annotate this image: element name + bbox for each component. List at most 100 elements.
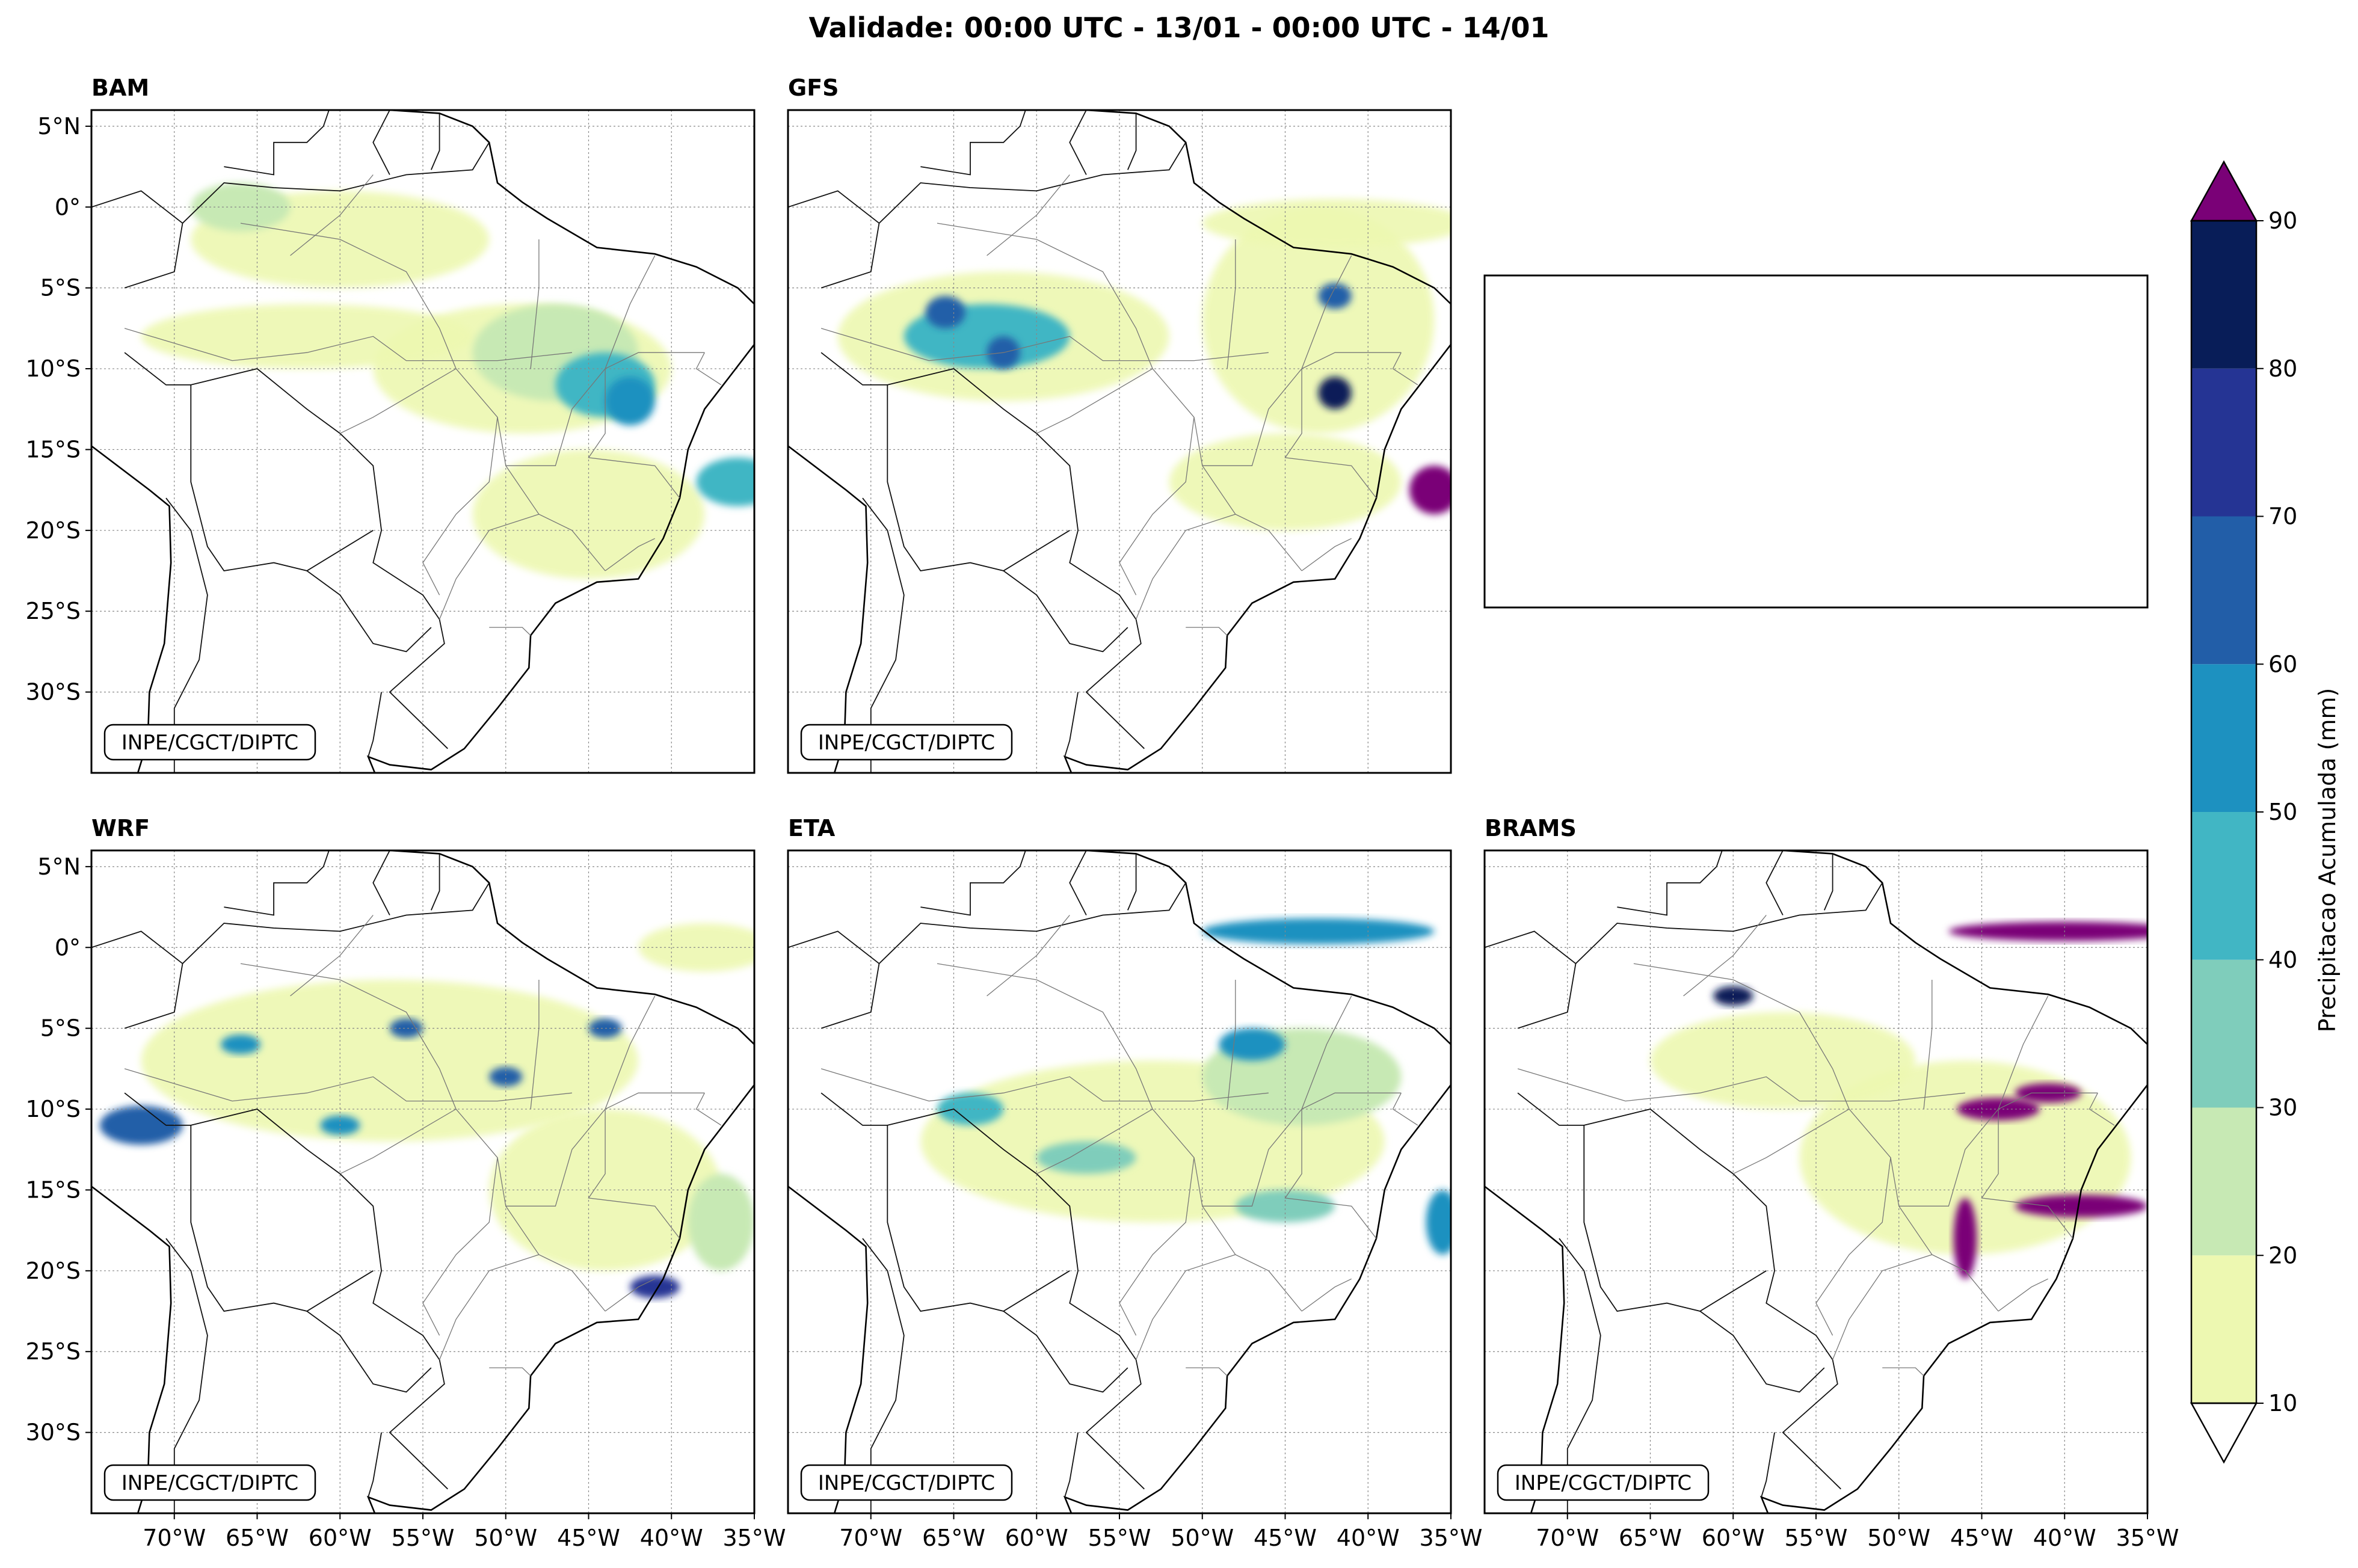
state-border (1036, 1108, 1153, 1175)
precip-layer (920, 918, 1451, 1255)
state-border (1186, 1367, 1228, 1376)
country-border (1699, 1311, 1825, 1393)
state-border (1998, 1278, 2048, 1312)
coastline (366, 850, 754, 1513)
country-border (124, 1092, 448, 1490)
country-border (1517, 1092, 1841, 1490)
state-border (937, 963, 1402, 1207)
country-border (788, 930, 880, 964)
coastline (366, 110, 754, 773)
state-border (1923, 980, 1933, 1110)
state-border (505, 1205, 606, 1312)
country-border (1583, 1125, 1767, 1312)
x-tick-label: 50°W (474, 1525, 537, 1551)
x-tick-label: 45°W (1254, 1525, 1317, 1551)
x-tick-label: 40°W (640, 1525, 703, 1551)
y-tick-label: 0° (55, 934, 81, 961)
coastline (1063, 110, 1451, 773)
country-border (368, 692, 382, 757)
country-border (368, 1432, 382, 1498)
state-border (439, 1254, 540, 1360)
state-border (240, 223, 705, 466)
x-tick-label: 40°W (1337, 1525, 1400, 1551)
state-border (1832, 1254, 1933, 1360)
state-border (422, 417, 498, 595)
state-border (820, 328, 1269, 361)
state-border (290, 915, 374, 997)
precip-layer (141, 182, 754, 579)
map-outlines (91, 850, 754, 1513)
credit-box: INPE/CGCT/DIPTC (103, 724, 316, 761)
x-tick-label: 60°W (1702, 1525, 1765, 1551)
precip-area (638, 923, 754, 972)
state-border (505, 465, 606, 571)
panel-frame (787, 109, 1452, 774)
coastline (1759, 850, 2147, 1513)
y-tick-label: 5°S (40, 1015, 81, 1042)
panel-eta: ETA 70°W 65°W 60°W 55°W 50°W 45°W 40°W 35°W INPE/… (787, 815, 1482, 1551)
coastline-west (91, 444, 172, 773)
state-border (530, 239, 540, 369)
country-border (430, 113, 440, 170)
precip-area (1650, 1012, 1916, 1110)
state-border (1186, 627, 1228, 636)
country-border (224, 110, 330, 176)
state-border (422, 1157, 498, 1336)
country-border (920, 850, 1026, 916)
country-border (1003, 570, 1128, 653)
country-border (1823, 853, 1833, 911)
precip-area (1953, 1198, 1977, 1279)
precip-area (1036, 1141, 1136, 1174)
state-border (1683, 915, 1767, 997)
x-tick-label: 70°W (143, 1525, 206, 1551)
precip-layer (837, 198, 1451, 530)
colorbar-tick-label: 70 (2268, 503, 2297, 530)
coastline-west (788, 1185, 869, 1513)
panel-wrf: WRF 5°N 0° 5°S 10°S 15°S 20°S 25°S 30°S 70°W 65°W 6… (26, 815, 786, 1551)
credit-frame (1497, 1464, 1710, 1501)
country-border (1617, 850, 1723, 916)
y-tick-label: 30°S (26, 679, 81, 706)
state-border (695, 1092, 722, 1126)
state-border (1998, 995, 2049, 1110)
state-border (588, 1109, 680, 1239)
precip-area (1318, 377, 1352, 410)
state-border (240, 963, 705, 1207)
country-border (190, 1125, 374, 1312)
country-border (920, 110, 1026, 176)
state-border (1882, 1367, 1924, 1376)
y-tick-label: 15°S (26, 436, 81, 463)
panel-title: BAM (91, 75, 149, 101)
precip-area (220, 1035, 261, 1054)
colorbar-segment (2191, 368, 2256, 517)
precip-area (1202, 198, 1451, 248)
state-border (489, 627, 531, 636)
state-border (937, 223, 1402, 466)
precip-area (1202, 207, 1435, 434)
y-tick-label: 15°S (26, 1176, 81, 1203)
colorbar-tick-label: 60 (2268, 651, 2297, 677)
credit-text: INPE/CGCT/DIPTC (122, 1471, 298, 1495)
country-border (820, 352, 1145, 749)
precip-area (1948, 921, 2147, 941)
credit-frame (800, 1464, 1013, 1501)
state-border (695, 352, 722, 386)
x-tick-label: 60°W (309, 1525, 372, 1551)
colorbar-tick-label: 80 (2268, 355, 2297, 382)
state-border (340, 368, 457, 434)
map-outlines (788, 850, 1451, 1513)
credit-frame (800, 724, 1013, 761)
gridlines (788, 110, 1451, 773)
x-tick-label: 55°W (392, 1525, 455, 1551)
precip-area (688, 1173, 754, 1271)
country-border (862, 1238, 905, 1513)
colorbar-segment (2191, 516, 2256, 665)
state-border (290, 174, 374, 256)
state-border (124, 328, 572, 361)
credit-frame (103, 724, 316, 761)
country-border (430, 853, 440, 911)
precip-area (99, 1105, 183, 1145)
coastline-west (1485, 1185, 1565, 1513)
country-border (372, 110, 390, 175)
country-border (224, 850, 330, 916)
